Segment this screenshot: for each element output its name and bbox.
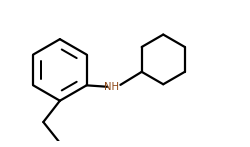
Text: NH: NH [104, 82, 119, 92]
